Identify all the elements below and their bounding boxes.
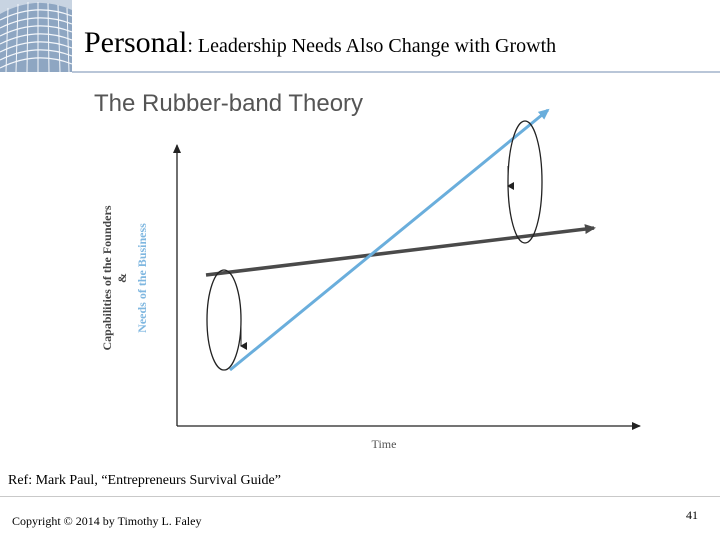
building-photo (0, 0, 72, 72)
slide-title-sub: Leadership Needs Also Change with Growth (197, 35, 557, 57)
rubber-band-loop-right (507, 120, 543, 244)
slide-title: Personal: Leadership Needs Also Change w… (84, 26, 556, 60)
y-axis-label-business: Needs of the Business (135, 223, 149, 333)
slide-title-separator: : (187, 35, 198, 57)
reference-text: Ref: Mark Paul, “Entrepreneurs Survival … (8, 473, 281, 488)
diagram-title: The Rubber-band Theory (94, 90, 364, 117)
business-needs-line (229, 108, 550, 372)
page-number: 41 (686, 508, 698, 522)
copyright-text: Copyright © 2014 by Timothy L. Faley (12, 514, 202, 528)
y-axis-label-ampersand: & (115, 273, 129, 283)
slide-title-main: Personal (84, 26, 188, 59)
y-axis-label-founders: Capabilities of the Founders (100, 205, 114, 350)
footer-divider (0, 496, 720, 497)
founders-capability-line (205, 224, 596, 277)
rubber-band-loop-left (206, 269, 242, 371)
header-divider (72, 71, 720, 73)
x-axis-label: Time (372, 437, 397, 451)
